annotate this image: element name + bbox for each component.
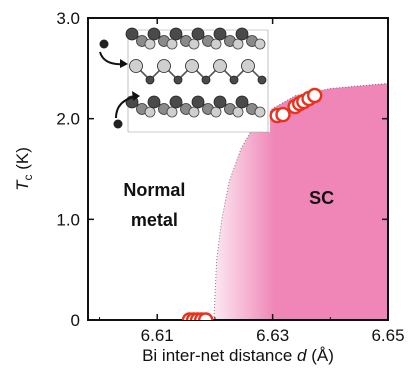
inset-atom xyxy=(125,27,139,41)
inset-atom xyxy=(191,95,205,109)
inset-atom xyxy=(169,27,183,41)
inset-atom xyxy=(257,75,267,85)
x-tick-label: 6.61 xyxy=(141,326,174,345)
inset-atom xyxy=(188,106,200,118)
inset-marker-bottom xyxy=(113,119,123,129)
inset-atom xyxy=(147,95,161,109)
inset-atom xyxy=(169,95,183,109)
inset-atom xyxy=(229,75,239,85)
inset-atom xyxy=(241,59,255,73)
inset-atom xyxy=(201,75,211,85)
inset-atom xyxy=(213,59,227,73)
arrowhead-icon xyxy=(120,59,128,68)
data-point xyxy=(307,87,323,104)
inset-atom xyxy=(157,59,171,73)
data-point xyxy=(198,312,214,320)
y-tick-label: 3.0 xyxy=(56,9,80,28)
inset-atom xyxy=(232,106,244,118)
inset-atom xyxy=(191,27,205,41)
region-label: Normal metal xyxy=(123,180,185,230)
x-tick-label: 6.63 xyxy=(256,326,289,345)
inset-marker-top xyxy=(99,39,109,49)
inset-atom xyxy=(210,38,222,50)
inset-atom xyxy=(213,95,227,109)
inset-atom xyxy=(235,95,249,109)
inset-atom xyxy=(254,106,266,118)
inset-atom xyxy=(188,38,200,50)
inset-atom xyxy=(147,27,161,41)
y-tick-label: 1.0 xyxy=(56,210,80,229)
inset-atom xyxy=(213,27,227,41)
data-points xyxy=(181,87,323,320)
y-axis-label: Tc (K) xyxy=(13,147,35,191)
x-axis-label: Bi inter-net distance d (Å) xyxy=(142,346,334,365)
inset-atom xyxy=(144,106,156,118)
region-labels: Normal metal SC xyxy=(123,180,334,230)
inset-atom xyxy=(173,75,183,85)
inset-atom xyxy=(129,59,143,73)
y-tick-label: 2.0 xyxy=(56,110,80,129)
inset-atom xyxy=(235,27,249,41)
inset-atom xyxy=(166,106,178,118)
inset-atom xyxy=(166,38,178,50)
region-label: SC xyxy=(309,188,334,208)
inset-atom xyxy=(210,106,222,118)
inset-atom xyxy=(144,38,156,50)
inset-atom xyxy=(185,59,199,73)
inset-atom xyxy=(145,75,155,85)
crystal-structure-inset xyxy=(99,27,270,133)
arrowhead-icon xyxy=(132,91,140,101)
ticks: 6.61 6.63 6.65 0 1.0 2.0 3.0 xyxy=(56,9,404,345)
data-point xyxy=(275,106,291,123)
inset-atom xyxy=(254,38,266,50)
y-tick-label: 0 xyxy=(71,311,80,330)
plot-frame xyxy=(87,17,389,321)
sc-region xyxy=(213,83,388,320)
inset-atom xyxy=(232,38,244,50)
axes xyxy=(87,17,389,321)
x-tick-label: 6.65 xyxy=(371,326,404,345)
